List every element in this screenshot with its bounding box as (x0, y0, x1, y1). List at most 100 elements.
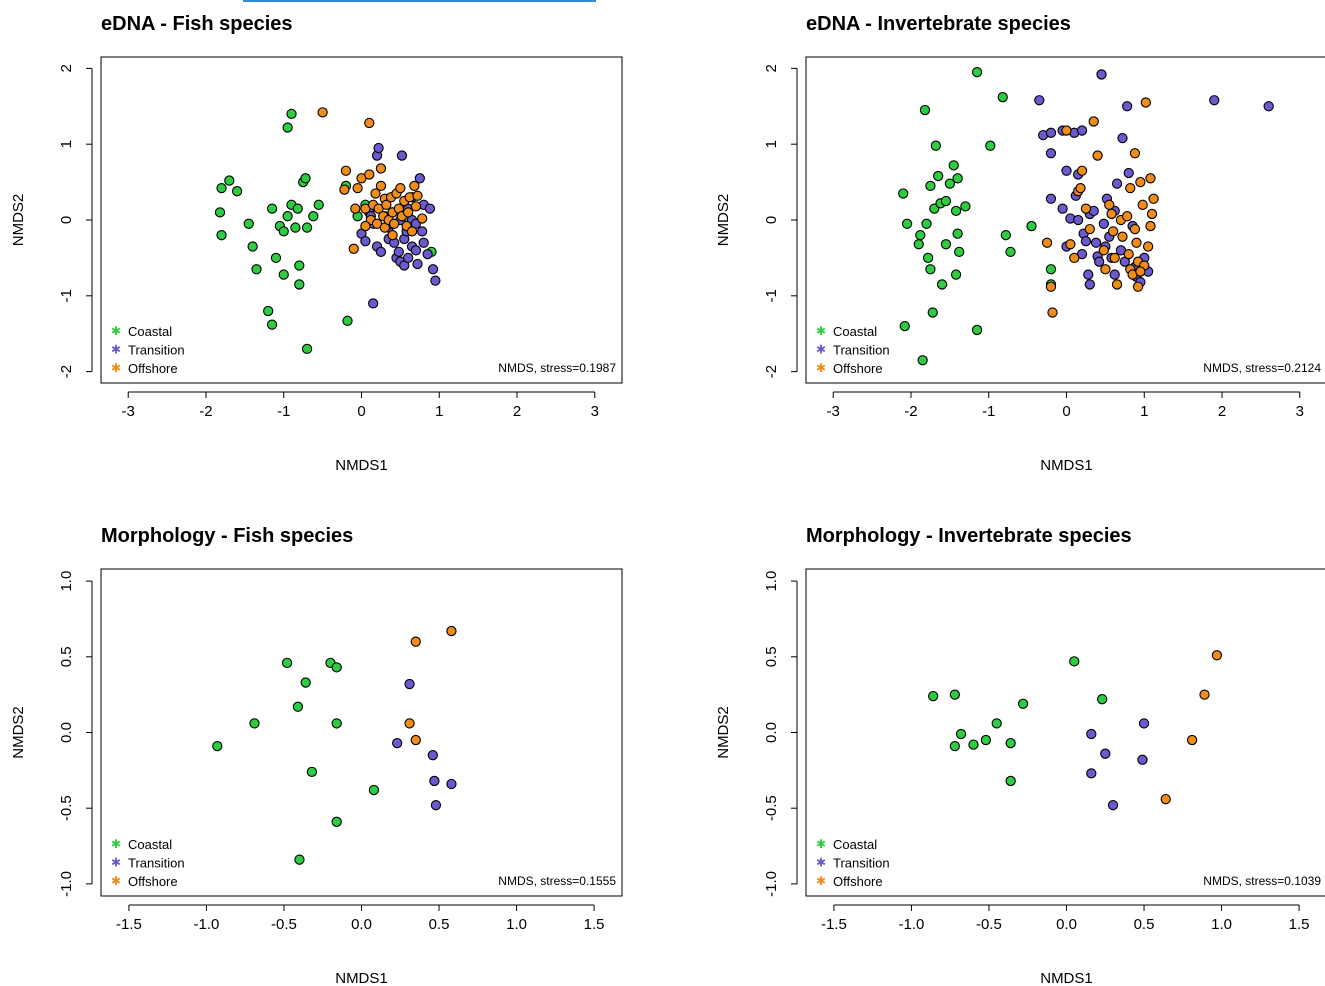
point-offshore (404, 718, 415, 729)
x-tick-label: 3 (591, 403, 599, 420)
point-offshore (350, 203, 361, 214)
point-coastal (251, 264, 262, 275)
point-offshore (1132, 281, 1144, 292)
legend-entry-coastal: Coastal (833, 324, 877, 339)
x-tick-label: 1.5 (1289, 916, 1310, 933)
x-tick-label: -1.5 (116, 916, 142, 933)
x-tick-label: 2 (1218, 403, 1226, 420)
point-transition (368, 298, 379, 309)
point-coastal (950, 205, 962, 217)
point-offshore (1106, 208, 1117, 220)
point-coastal (901, 218, 913, 229)
x-tick-label: -2 (904, 403, 917, 420)
point-coastal (368, 784, 380, 796)
point-coastal (342, 315, 353, 326)
point-coastal (898, 188, 909, 199)
point-coastal (331, 662, 342, 673)
point-offshore (1061, 125, 1072, 136)
y-tick-label: 1.0 (763, 571, 780, 592)
point-transition (1098, 218, 1109, 229)
x-tick-label: -1.0 (899, 916, 925, 933)
point-transition (430, 800, 442, 811)
point-offshore (417, 213, 428, 224)
point-transition (430, 275, 441, 286)
point-coastal (968, 739, 979, 750)
point-transition (427, 264, 439, 275)
x-axis-label: NMDS1 (335, 970, 388, 986)
point-coastal (919, 104, 931, 116)
point-offshore (1135, 176, 1146, 188)
point-coastal (306, 766, 318, 778)
point-offshore (1131, 237, 1142, 248)
point-coastal (1026, 220, 1037, 232)
panel-title: Morphology - Invertebrate species (806, 525, 1132, 547)
x-axis-label: NMDS1 (335, 457, 388, 474)
point-coastal (292, 701, 304, 712)
y-axis-label: NMDS2 (10, 194, 27, 247)
panel-title: eDNA - Invertebrate species (806, 13, 1071, 35)
point-coastal (214, 207, 226, 218)
point-transition (1045, 148, 1057, 159)
panel-morphology-invertebrate: Morphology - Invertebrate species -1.5 -1.… (715, 525, 1325, 986)
point-coastal (282, 122, 293, 133)
point-coastal (960, 201, 971, 212)
y-tick-label: -0.5 (763, 795, 780, 821)
legend-marker-transition: ✱ (816, 343, 826, 357)
point-transition (393, 246, 404, 257)
legend-marker-offshore: ✱ (816, 874, 826, 888)
point-transition (1045, 127, 1057, 138)
point-transition (1045, 193, 1057, 204)
legend-entry-offshore: Offshore (128, 874, 178, 889)
point-coastal (952, 228, 963, 239)
legend-entry-offshore: Offshore (128, 361, 178, 376)
point-offshore (412, 190, 423, 201)
legend-entry-coastal: Coastal (128, 837, 172, 852)
y-tick-label: -2 (763, 365, 780, 378)
legend-entry-offshore: Offshore (833, 361, 883, 376)
panel-morphology-fish: Morphology - Fish species -1.5 -1.0 -0.5 0.0… (10, 525, 623, 986)
point-transition (1209, 95, 1220, 106)
x-tick-label: -1.5 (821, 916, 847, 933)
point-coastal (278, 226, 289, 237)
legend-marker-transition: ✱ (111, 343, 121, 357)
panel-title: Morphology - Fish species (101, 525, 353, 547)
y-axis-label: NMDS2 (715, 706, 732, 759)
point-coastal (294, 279, 305, 290)
point-transition (417, 226, 428, 237)
point-coastal (292, 203, 303, 214)
point-transition (1109, 269, 1120, 280)
point-coastal (308, 211, 319, 222)
point-coastal (278, 269, 289, 280)
point-transition (1263, 101, 1274, 112)
point-coastal (212, 740, 223, 752)
y-tick-label: 0 (58, 216, 75, 224)
point-coastal (286, 108, 297, 120)
point-offshore (410, 636, 421, 647)
point-coastal (224, 175, 235, 186)
point-coastal (913, 239, 924, 250)
point-coastal (331, 816, 342, 827)
point-coastal (1069, 656, 1080, 667)
point-coastal (1000, 230, 1011, 241)
point-coastal (1005, 775, 1016, 787)
point-coastal (944, 178, 956, 189)
point-coastal (1005, 246, 1016, 257)
x-tick-label: -1 (982, 403, 995, 420)
point-coastal (927, 307, 938, 318)
point-coastal (921, 218, 932, 229)
x-tick-label: -0.5 (271, 916, 297, 933)
point-transition (1076, 125, 1088, 136)
point-transition (1137, 754, 1148, 765)
stress-annotation: NMDS, stress=0.1555 (498, 874, 616, 888)
point-coastal (231, 186, 243, 197)
plot-frame (805, 568, 1325, 897)
point-offshore (381, 199, 392, 210)
x-tick-label: -2 (199, 403, 212, 420)
point-coastal (243, 218, 254, 229)
x-tick-label: 0.0 (351, 916, 372, 933)
point-coastal (300, 173, 311, 184)
point-offshore (364, 117, 375, 129)
top-accent-bar (243, 0, 596, 2)
point-coastal (949, 689, 961, 700)
point-coastal (1005, 737, 1016, 749)
